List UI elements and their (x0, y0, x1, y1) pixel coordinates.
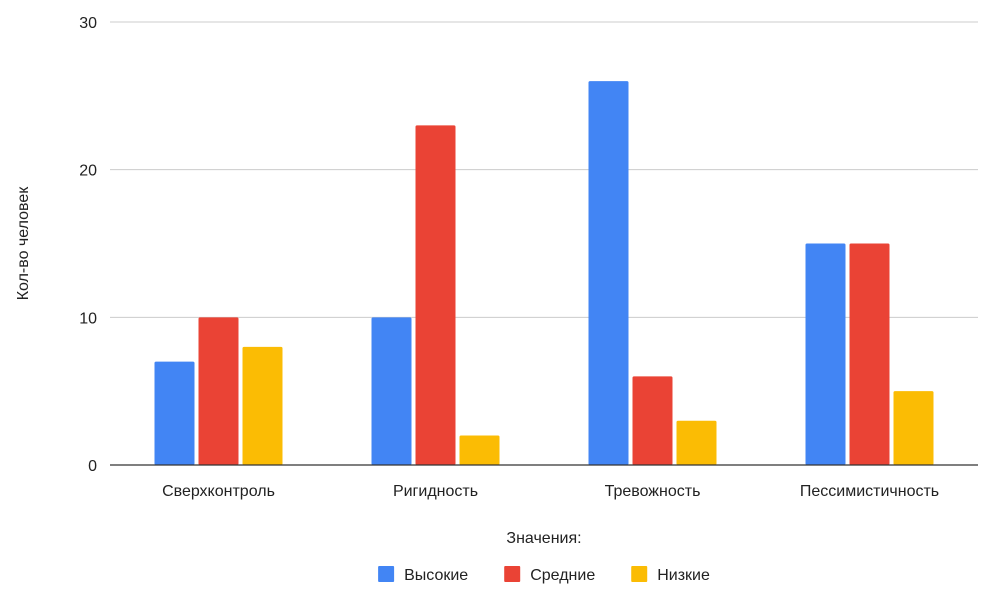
bar-2-1 (198, 317, 239, 465)
category-label: Пессимистичность (800, 483, 939, 500)
legend-swatch-2 (504, 566, 521, 582)
bar-1-1 (154, 361, 195, 465)
y-tick-label: 30 (79, 15, 97, 32)
bars (154, 81, 934, 466)
bar-2-4 (849, 243, 890, 465)
bar-1-3 (588, 81, 629, 466)
legend-label: Высокие (404, 567, 468, 584)
bar-1-2 (371, 317, 412, 465)
legend: Высокие Средние Низкие (378, 566, 710, 584)
bar-3-1 (242, 346, 283, 465)
gridlines (110, 21, 978, 318)
bar-3-2 (459, 435, 500, 465)
y-tick-label: 10 (79, 310, 97, 327)
x-axis-title: Значения: (506, 530, 581, 547)
legend-label: Низкие (657, 567, 710, 584)
legend-label: Средние (530, 567, 595, 584)
bar-3-4 (893, 391, 934, 465)
category-label: Тревожность (605, 483, 701, 500)
category-label: Ригидность (393, 483, 478, 500)
bar-2-2 (415, 125, 456, 465)
y-tick-labels: 0 10 20 30 (79, 15, 97, 475)
legend-swatch-1 (378, 566, 395, 582)
category-label: Сверхконтроль (162, 483, 275, 500)
bar-1-4 (805, 243, 846, 465)
y-tick-label: 0 (88, 458, 97, 475)
bar-2-3 (632, 376, 673, 465)
legend-swatch-3 (631, 566, 648, 582)
y-axis-title: Кол-во человек (15, 186, 32, 301)
bar-3-3 (676, 420, 717, 465)
category-labels: Сверхконтроль Ригидность Тревожность Пессим… (162, 483, 939, 500)
y-tick-label: 20 (79, 163, 97, 180)
